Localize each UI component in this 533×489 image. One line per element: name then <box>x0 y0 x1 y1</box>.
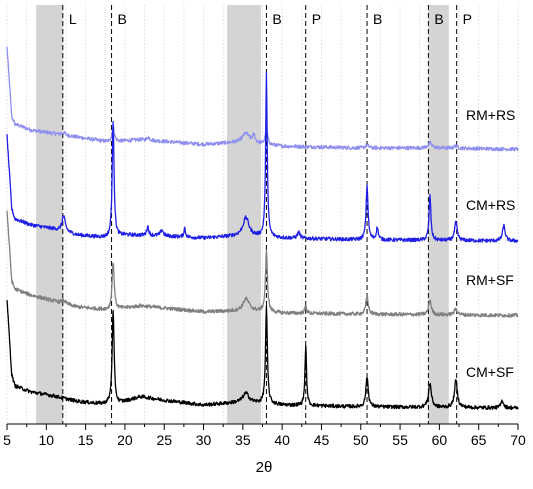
series-line <box>6 72 519 243</box>
x-tick-label: 45 <box>314 432 330 448</box>
x-axis: 5 10 15 20 25 30 35 40 45 50 55 60 65 70 <box>3 423 526 448</box>
series-layer: RM+RS CM+RS RM+SF CM+SF <box>6 46 519 411</box>
x-tick-label: 20 <box>117 432 133 448</box>
reference-line-label: P <box>463 11 472 27</box>
x-tick-label: 70 <box>510 432 526 448</box>
series-label: RM+SF <box>466 272 514 288</box>
reference-line-label: B <box>373 11 382 27</box>
x-tick-label: 55 <box>392 432 408 448</box>
x-tick-label: 35 <box>235 432 251 448</box>
x-tick-label: 5 <box>3 432 11 448</box>
series-label: CM+RS <box>466 197 515 213</box>
reference-line-label: L <box>69 11 77 27</box>
reference-line-label: B <box>272 11 281 27</box>
x-tick-label: 15 <box>78 432 94 448</box>
x-axis-label: 2θ <box>256 459 273 476</box>
series-line <box>6 210 519 318</box>
x-tick-label: 60 <box>432 432 448 448</box>
shaded-region <box>227 5 261 424</box>
x-tick-label: 40 <box>274 432 290 448</box>
series-label: RM+RS <box>466 107 515 123</box>
reference-line-label: B <box>118 11 127 27</box>
reference-line-label: P <box>312 11 321 27</box>
shaded-regions <box>36 5 449 424</box>
x-tick-label: 25 <box>156 432 172 448</box>
x-tick-label: 30 <box>196 432 212 448</box>
x-tick-label: 50 <box>353 432 369 448</box>
series-line <box>6 46 519 152</box>
x-tick-label: 65 <box>471 432 487 448</box>
series-label: CM+SF <box>466 364 514 380</box>
x-tick-label: 10 <box>39 432 55 448</box>
shaded-region <box>428 5 449 424</box>
shaded-region <box>36 5 63 424</box>
reference-line-label: B <box>434 11 443 27</box>
series-line <box>6 300 519 411</box>
